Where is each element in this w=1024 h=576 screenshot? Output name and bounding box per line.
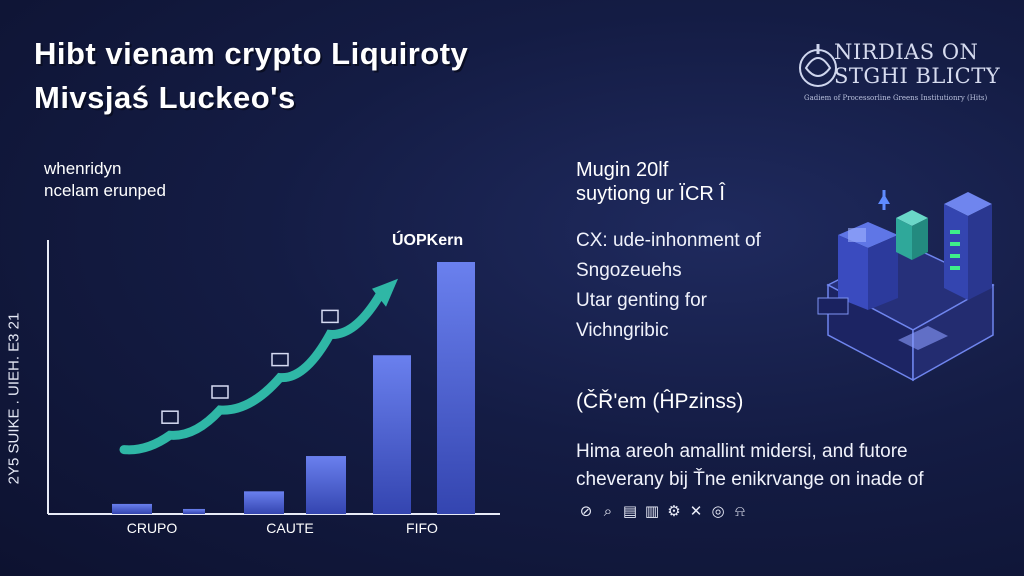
chart-bar [112,503,152,514]
x-tick-label: CAUTE [266,520,314,536]
description-text: Hima areoh amallint midersi, and futore … [576,438,924,494]
logo-emblem-icon [799,44,837,87]
chart-bar [183,508,205,514]
bell-icon: ⍾ [735,502,745,520]
coin-icon: ⊘ [579,502,593,520]
gear-icon: ⚙ [667,502,681,520]
section-heading-line-1: Mugin 20lf [576,159,669,181]
x-tick-label: FIFO [406,520,438,536]
tools-icon: ✕ [689,502,703,520]
body-line: Sngozeuehs [576,260,682,281]
trend-marker-icon [211,385,229,399]
bar-chart [47,240,500,515]
logo-text-line-1: NIRDIAS ON [834,40,979,64]
chart-subtitle-line-2: ncelam erunped [44,181,166,200]
chart-bar [244,491,284,514]
server-illustration [817,190,995,382]
chart-bar [306,456,346,514]
body-line: Vichngribic [576,320,669,341]
chart-annotation: ÚOPKern [392,232,464,249]
chat-icon: ⌕ [603,502,613,520]
title-line-1: Hibt vienam crypto Liquiroty [34,36,469,71]
x-tick-label: CRUPO [126,520,178,536]
section-heading: Mugin 20lf suytiong ur ÏCR Î [576,158,725,206]
chart-subtitle-line-1: whenridyn [44,159,122,178]
description-line: cheverany bij Ťne enikrvange on inade of [576,469,924,490]
chart-subtitle: whenridyn ncelam erunped [44,158,166,202]
target-icon: ◎ [711,502,725,520]
chart-icon: ▥ [644,502,660,520]
section-heading-line-2: suytiong ur ÏCR Î [576,183,725,205]
logo-subtitle: Gadiem of Processorline Greens Instituti… [804,94,988,102]
trend-marker-icon [321,309,339,324]
chart-bar [373,355,411,514]
trend-marker-icon [271,352,289,367]
body-line: Utar genting for [576,290,707,311]
icon-row: ⊘ ⌕ ▤ ▥ ⚙ ✕ ◎ ⍾ [578,500,748,522]
chart-bar [437,262,475,514]
title-line-2: Mivsjaś Luckeo's [34,80,296,115]
trend-marker-icon [161,410,179,424]
logo-text-line-2: STGHI BLICTY [834,64,1001,88]
trend-arrow-line [119,290,385,455]
logo: NIRDIAS ON STGHI BLICTY Gadiem of Proces… [796,36,1000,106]
wallet-icon: ▤ [622,502,638,520]
section-body: CX: ude-inhonment of Sngozeuehs Utar gen… [576,226,761,346]
page-title: Hibt vienam crypto Liquiroty Mivsjaś Luc… [34,32,468,120]
description-line: Hima areoh amallint midersi, and futore [576,441,908,462]
trend-arrow-head [372,278,398,307]
highlight-heading: (ČŘ'em (ĤPzinss) [576,390,744,413]
body-line: CX: ude-inhonment of [576,230,761,251]
